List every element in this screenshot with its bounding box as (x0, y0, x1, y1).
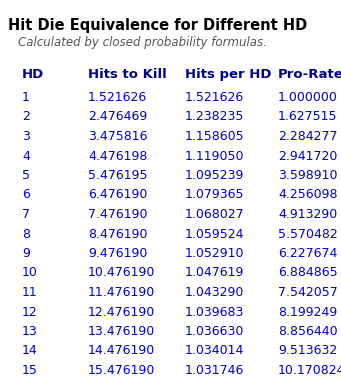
Text: 1.095239: 1.095239 (185, 169, 244, 182)
Text: 15: 15 (22, 364, 38, 377)
Text: 8: 8 (22, 228, 30, 240)
Text: Hits to Kill: Hits to Kill (88, 68, 167, 81)
Text: 11.476190: 11.476190 (88, 286, 155, 299)
Text: 1.000000: 1.000000 (278, 91, 338, 104)
Text: 4.476198: 4.476198 (88, 149, 147, 163)
Text: Hits per HD: Hits per HD (185, 68, 271, 81)
Text: 14: 14 (22, 344, 38, 357)
Text: 6.476190: 6.476190 (88, 188, 147, 201)
Text: 8.199249: 8.199249 (278, 305, 337, 319)
Text: 6.884865: 6.884865 (278, 267, 338, 280)
Text: 6.227674: 6.227674 (278, 247, 337, 260)
Text: 1.059524: 1.059524 (185, 228, 244, 240)
Text: 14.476190: 14.476190 (88, 344, 155, 357)
Text: 1.043290: 1.043290 (185, 286, 244, 299)
Text: 4.256098: 4.256098 (278, 188, 338, 201)
Text: 9.513632: 9.513632 (278, 344, 337, 357)
Text: 1.627515: 1.627515 (278, 111, 338, 124)
Text: 1.079365: 1.079365 (185, 188, 244, 201)
Text: 12: 12 (22, 305, 38, 319)
Text: 1.119050: 1.119050 (185, 149, 244, 163)
Text: 9.476190: 9.476190 (88, 247, 147, 260)
Text: 3.475816: 3.475816 (88, 130, 148, 143)
Text: 1.052910: 1.052910 (185, 247, 244, 260)
Text: 1.068027: 1.068027 (185, 208, 244, 221)
Text: 6: 6 (22, 188, 30, 201)
Text: 1.047619: 1.047619 (185, 267, 244, 280)
Text: 10: 10 (22, 267, 38, 280)
Text: 5.570482: 5.570482 (278, 228, 338, 240)
Text: 1.034014: 1.034014 (185, 344, 244, 357)
Text: 4.913290: 4.913290 (278, 208, 337, 221)
Text: 1.158605: 1.158605 (185, 130, 244, 143)
Text: 5.476195: 5.476195 (88, 169, 148, 182)
Text: 8.856440: 8.856440 (278, 325, 338, 338)
Text: 7.476190: 7.476190 (88, 208, 148, 221)
Text: 10.476190: 10.476190 (88, 267, 155, 280)
Text: 7.542057: 7.542057 (278, 286, 338, 299)
Text: 7: 7 (22, 208, 30, 221)
Text: 13: 13 (22, 325, 38, 338)
Text: HD: HD (22, 68, 44, 81)
Text: 1.238235: 1.238235 (185, 111, 244, 124)
Text: 1.039683: 1.039683 (185, 305, 244, 319)
Text: Calculated by closed probability formulas.: Calculated by closed probability formula… (18, 36, 267, 49)
Text: 5: 5 (22, 169, 30, 182)
Text: 12.476190: 12.476190 (88, 305, 155, 319)
Text: 9: 9 (22, 247, 30, 260)
Text: 13.476190: 13.476190 (88, 325, 155, 338)
Text: 11: 11 (22, 286, 38, 299)
Text: 1.521626: 1.521626 (88, 91, 147, 104)
Text: 1: 1 (22, 91, 30, 104)
Text: 1.031746: 1.031746 (185, 364, 244, 377)
Text: 1.036630: 1.036630 (185, 325, 244, 338)
Text: 3.598910: 3.598910 (278, 169, 338, 182)
Text: 2.284277: 2.284277 (278, 130, 338, 143)
Text: 8.476190: 8.476190 (88, 228, 148, 240)
Text: Pro-Rated: Pro-Rated (278, 68, 341, 81)
Text: 2: 2 (22, 111, 30, 124)
Text: 10.170824: 10.170824 (278, 364, 341, 377)
Text: 1.521626: 1.521626 (185, 91, 244, 104)
Text: 2.476469: 2.476469 (88, 111, 147, 124)
Text: 15.476190: 15.476190 (88, 364, 155, 377)
Text: 2.941720: 2.941720 (278, 149, 337, 163)
Text: 4: 4 (22, 149, 30, 163)
Text: 3: 3 (22, 130, 30, 143)
Text: Hit Die Equivalence for Different HD: Hit Die Equivalence for Different HD (8, 18, 307, 33)
